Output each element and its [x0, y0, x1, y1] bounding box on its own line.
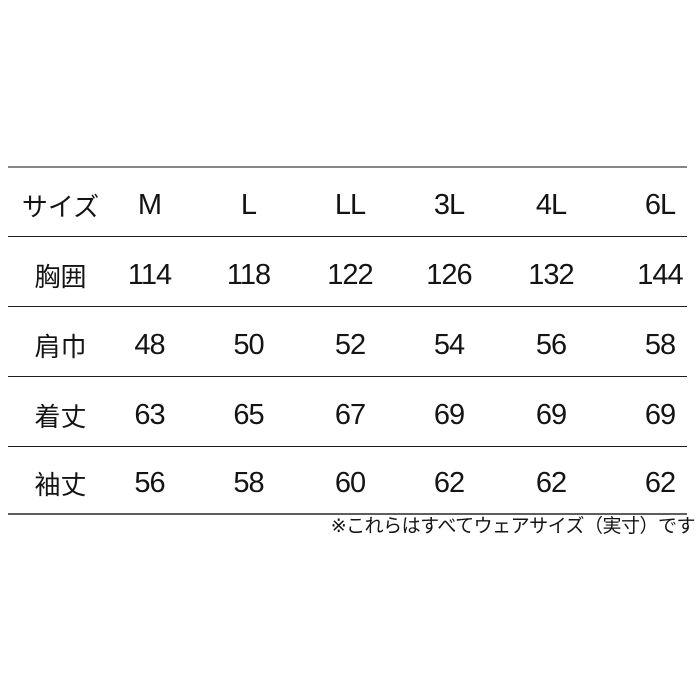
column-header-l: L [240, 189, 257, 221]
table-cell: 126 [426, 258, 472, 291]
table-row-sleeve-length: 袖丈 56 58 60 62 62 62 [8, 447, 687, 515]
table-row-shoulder: 肩巾 48 50 52 54 56 58 [8, 307, 687, 377]
size-spec-table: サイズ M L LL 3L 4L 6L 胸囲 114 118 122 126 1… [8, 166, 687, 515]
row-header-shoulder: 肩巾 [34, 331, 87, 362]
table-cell: 69 [644, 398, 676, 431]
table-cell: 56 [535, 328, 567, 361]
table-cell: 63 [134, 398, 165, 431]
table-cell: 62 [433, 467, 465, 499]
table-cell: 58 [233, 467, 264, 499]
table-cell: 52 [334, 328, 366, 361]
table-cell: 69 [535, 398, 567, 431]
table-cell: 65 [233, 398, 264, 431]
table-cell: 122 [327, 258, 373, 291]
table-cell: 50 [233, 328, 264, 361]
table-cell: 67 [334, 398, 366, 431]
table-row-chest: 胸囲 114 118 122 126 132 144 [8, 237, 687, 307]
table-cell: 69 [433, 398, 465, 431]
column-header-ll: LL [334, 189, 366, 221]
table-cell: 144 [637, 258, 683, 291]
table-cell: 62 [535, 467, 567, 499]
table-cell: 62 [644, 467, 676, 499]
table-cell: 54 [433, 328, 465, 361]
table-row-body-length: 着丈 63 65 67 69 69 69 [8, 377, 687, 447]
row-header-chest: 胸囲 [34, 261, 87, 292]
measurement-footnote: ※これらはすべてウェアサイズ（実寸）です [330, 516, 696, 537]
column-header-3l: 3L [433, 189, 465, 221]
column-header-6l: 6L [644, 189, 676, 221]
table-cell: 58 [644, 328, 676, 361]
column-header-size: サイズ [21, 192, 100, 222]
table-cell: 132 [528, 258, 574, 291]
column-header-4l: 4L [535, 189, 567, 221]
table-cell: 114 [127, 258, 172, 291]
row-header-body-length: 着丈 [34, 401, 87, 432]
table-header-row: サイズ M L LL 3L 4L 6L [8, 168, 687, 237]
table-cell: 118 [226, 258, 271, 291]
table-cell: 48 [134, 328, 165, 361]
column-header-m: M [137, 189, 162, 221]
table-cell: 60 [334, 467, 366, 499]
row-header-sleeve-length: 袖丈 [34, 470, 87, 500]
table-cell: 56 [134, 467, 165, 499]
